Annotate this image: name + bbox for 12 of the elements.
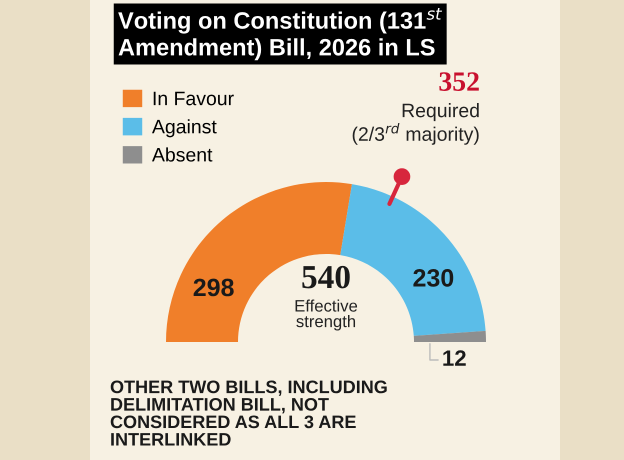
text: OTHER TWO BILLS, INCLUDING DELIMITATION BILL, NOT CONSIDERED AS ALL 3 ARE INTERLINKED xyxy=(110,380,387,446)
legend-label: Against xyxy=(152,119,217,138)
text: 540 xyxy=(302,266,350,288)
data-label: 230 xyxy=(413,269,454,287)
text: 352 xyxy=(439,72,479,91)
text: Effective strength xyxy=(296,299,358,331)
data-label: 12 xyxy=(443,350,466,366)
text: Required (2/3$^{rd}$ majority) xyxy=(352,103,479,145)
legend-label: In Favour xyxy=(154,92,234,106)
data-label: 298 xyxy=(194,278,234,296)
legend-label: Absent xyxy=(152,147,212,162)
chart-title: Voting on Constitution (131$^{st}$ Amendment) Bill, 2026 in LS xyxy=(118,8,442,60)
